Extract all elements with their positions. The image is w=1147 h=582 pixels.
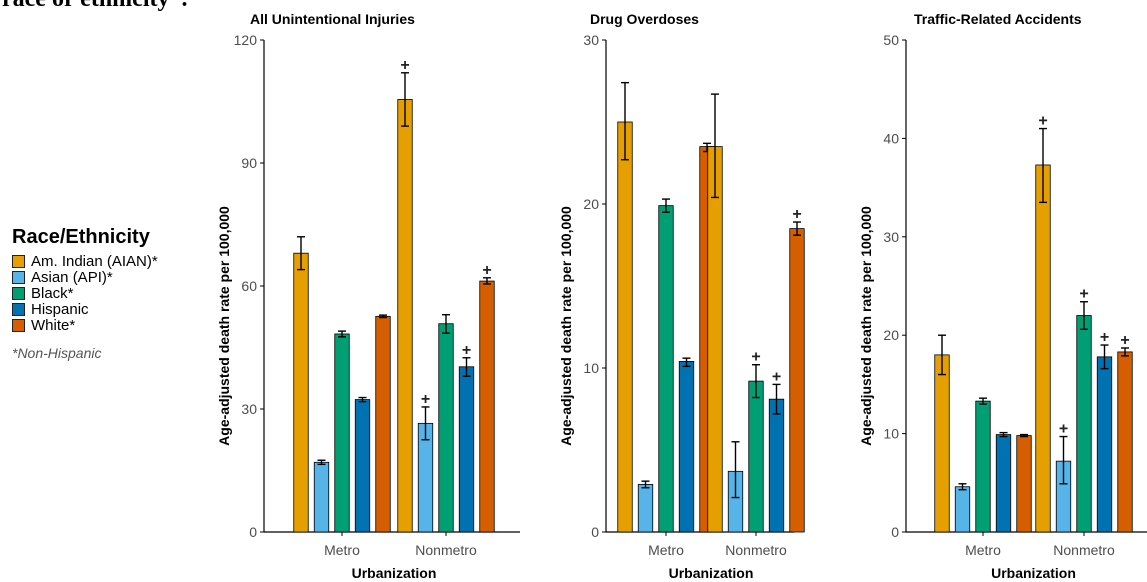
y-tick-label: 10 <box>883 426 899 442</box>
y-tick-label: 40 <box>883 130 899 146</box>
y-tick-label: 0 <box>249 524 257 540</box>
chart-panel: All Unintentional Injuries 0 30 60 90 120 Age-… <box>216 11 520 581</box>
x-tick-label: Metro <box>324 542 360 558</box>
y-tick-label: 10 <box>583 360 599 376</box>
bar <box>438 323 454 533</box>
legend-note: *Non-Hispanic <box>12 345 102 361</box>
legend-label: Black* <box>31 284 74 302</box>
y-tick-label: 30 <box>241 401 257 417</box>
chart-title: Traffic-Related Accidents <box>914 11 1082 27</box>
page-title: race or ethnicity*. <box>2 0 188 13</box>
significance-marker: + <box>1120 332 1129 349</box>
x-tick-label: Metro <box>965 542 1001 558</box>
legend-item: Black* <box>12 284 158 302</box>
y-tick-label: 30 <box>583 32 599 48</box>
significance-marker: + <box>751 349 760 366</box>
x-axis-label: Urbanization <box>352 565 437 581</box>
legend-swatch <box>12 254 25 268</box>
legend: Race/Ethnicity Am. Indian (AIAN)* Asian (… <box>12 226 158 361</box>
bar <box>1096 356 1113 533</box>
legend-label: White* <box>31 316 76 334</box>
chart-panel: Traffic-Related Accidents 0 10 20 30 40 50 Age-… <box>858 11 1147 581</box>
y-tick-label: 0 <box>591 524 599 540</box>
significance-marker: + <box>772 368 781 385</box>
legend-swatch <box>12 286 25 300</box>
significance-marker: + <box>400 57 409 74</box>
legend-swatch <box>12 318 25 332</box>
x-tick-label: Metro <box>648 542 684 558</box>
y-tick-label: 30 <box>883 229 899 245</box>
x-tick-label: Nonmetro <box>1053 542 1115 558</box>
y-tick-label: 20 <box>583 196 599 212</box>
bar <box>375 315 391 533</box>
bar <box>1016 435 1032 533</box>
y-tick-label: 50 <box>883 32 899 48</box>
bar <box>458 366 475 533</box>
legend-title: Race/Ethnicity <box>12 226 150 248</box>
legend-label: Hispanic <box>31 300 89 318</box>
bar <box>1117 351 1133 533</box>
y-tick-label: 90 <box>241 155 257 171</box>
x-axis-label: Urbanization <box>669 565 754 581</box>
bar <box>313 461 330 533</box>
x-tick-label: Nonmetro <box>725 542 787 558</box>
legend-item: Am. Indian (AIAN)* <box>12 252 158 270</box>
significance-marker: + <box>482 262 491 279</box>
bar <box>354 399 371 533</box>
x-tick-label: Nonmetro <box>415 542 477 558</box>
bar <box>748 380 764 533</box>
bar <box>789 228 805 533</box>
legend-swatch <box>12 302 25 316</box>
x-axis-label: Urbanization <box>991 565 1076 581</box>
bar <box>768 398 785 533</box>
bar <box>658 205 674 533</box>
bar <box>707 146 723 533</box>
y-tick-label: 60 <box>241 278 257 294</box>
significance-marker: + <box>1079 286 1088 303</box>
legend-item: Hispanic <box>12 300 158 318</box>
y-tick-label: 20 <box>883 327 899 343</box>
bar <box>678 361 695 533</box>
bar <box>995 434 1012 533</box>
bar <box>617 121 633 533</box>
significance-marker: + <box>462 342 471 359</box>
y-tick-label: 0 <box>891 524 899 540</box>
significance-marker: + <box>1038 113 1047 130</box>
chart-title: Drug Overdoses <box>590 11 699 27</box>
significance-marker: + <box>792 206 801 223</box>
chart-title: All Unintentional Injuries <box>250 11 415 27</box>
significance-marker: + <box>421 391 430 408</box>
legend-items: Am. Indian (AIAN)* Asian (API)* Black* Hisp… <box>12 252 158 334</box>
bar <box>1035 164 1051 533</box>
legend-item: White* <box>12 316 158 334</box>
significance-marker: + <box>1059 421 1068 438</box>
bar <box>1076 315 1092 533</box>
y-axis-label: Age-adjusted death rate per 100,000 <box>216 206 232 446</box>
bar <box>397 99 413 533</box>
legend-label: Am. Indian (AIAN)* <box>31 252 158 270</box>
bar <box>975 400 991 533</box>
significance-marker: + <box>1100 329 1109 346</box>
bar <box>334 333 350 533</box>
bar <box>479 280 495 533</box>
y-tick-label: 120 <box>234 32 258 48</box>
bar <box>637 484 654 533</box>
bar <box>954 486 971 533</box>
chart-panel: Drug Overdoses 0 10 20 30 Age-adjusted death … <box>558 11 805 581</box>
y-axis-label: Age-adjusted death rate per 100,000 <box>558 206 574 446</box>
bar <box>934 354 950 533</box>
y-axis-label: Age-adjusted death rate per 100,000 <box>858 206 874 446</box>
bar <box>293 252 309 533</box>
legend-item: Asian (API)* <box>12 268 158 286</box>
legend-swatch <box>12 270 25 284</box>
legend-label: Asian (API)* <box>31 268 113 286</box>
